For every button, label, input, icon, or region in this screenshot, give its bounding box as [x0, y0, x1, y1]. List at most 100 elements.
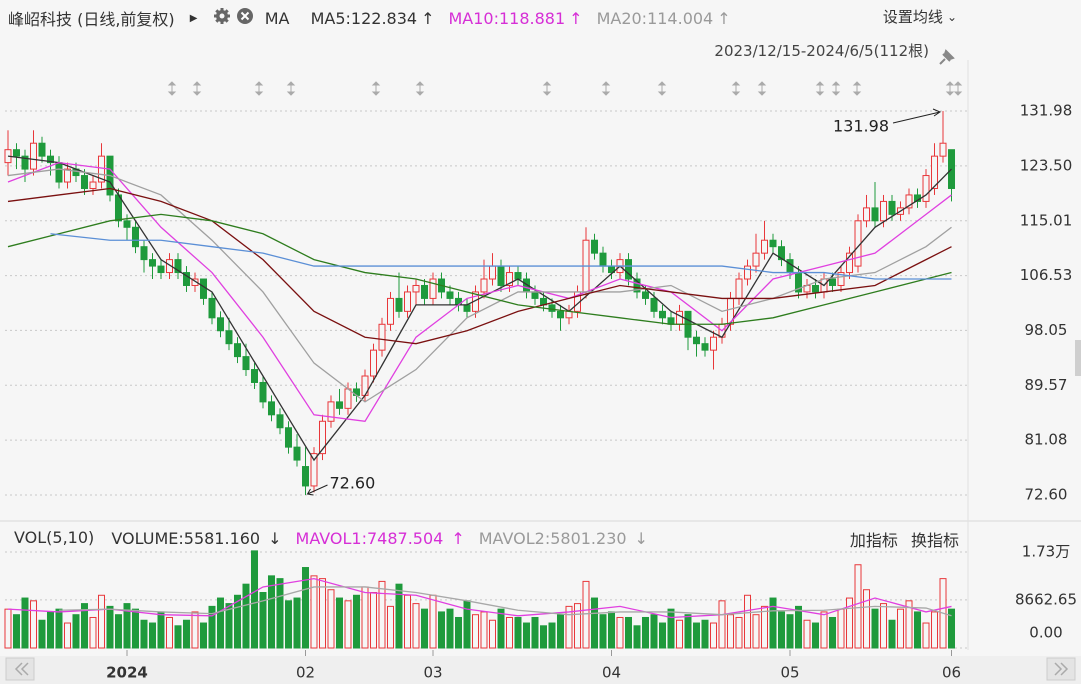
y-tick-label: 106.53 [1020, 266, 1073, 284]
candle-body [574, 291, 582, 312]
candle-body [659, 310, 667, 319]
date-range-label[interactable]: 2023/12/15-2024/6/5(112根) [714, 42, 929, 60]
ma-line [7, 577, 952, 619]
candle-body [395, 297, 403, 312]
volume-bar [846, 597, 854, 649]
event-marker [831, 81, 841, 96]
volume-bar [463, 600, 471, 649]
candle-body [63, 168, 71, 183]
candle-body [242, 356, 250, 371]
volume-arrow: ↓ [634, 528, 648, 548]
candle-body [650, 297, 658, 312]
volume-bar [888, 619, 896, 649]
candle-body [259, 381, 267, 403]
date-range[interactable]: 2023/12/15-2024/6/5(112根) [714, 40, 929, 61]
ma-line [7, 187, 952, 345]
volume-bar [854, 564, 862, 649]
switch-indicator[interactable]: 换指标 [910, 531, 959, 550]
y-tick-label: 0.00 [1029, 624, 1062, 642]
volume-bar [948, 608, 956, 649]
y-tick-label: 81.08 [1025, 431, 1068, 449]
candle-body [335, 401, 343, 409]
settings-label[interactable]: 设置均线 [882, 8, 943, 26]
event-marker [192, 81, 202, 96]
candle-body [897, 207, 905, 215]
expand-icon[interactable]: ▶ [189, 12, 198, 24]
ma-label: MA10:118.881 [448, 9, 566, 28]
volume-bar [72, 614, 80, 649]
volume-bar [582, 580, 590, 649]
volume-bar [123, 603, 131, 649]
volume-bar [63, 622, 71, 649]
gear-icon[interactable] [213, 7, 231, 29]
candle-body [744, 265, 752, 280]
volume-bar [931, 611, 939, 649]
volume-bar [514, 616, 522, 649]
ma-label: MA5:122.834 [310, 9, 418, 28]
settings-button[interactable]: 设置均线 ⌄ [882, 8, 957, 26]
event-marker [731, 81, 741, 96]
stock-title: 峰岹科技 (日线,前复权) [8, 10, 175, 29]
indicator-name: MA [264, 8, 290, 28]
ma-line [7, 213, 952, 325]
candle-body [608, 265, 616, 274]
candle-body [769, 239, 777, 248]
candle-body [284, 427, 292, 448]
x-tick-label: 03 [423, 664, 442, 682]
candle-body [616, 259, 624, 274]
candle-body [914, 194, 922, 202]
close-icon[interactable] [236, 7, 254, 29]
candle-body [301, 466, 309, 487]
volume-bar [335, 597, 343, 649]
candle-body [514, 272, 522, 280]
candle-body [250, 369, 258, 383]
candle-body [489, 265, 497, 280]
candle-body [778, 246, 786, 261]
volume-bar [812, 622, 820, 649]
candle-body [480, 278, 488, 293]
volume-title: VOL(5,10) [14, 528, 95, 547]
ma-line [50, 233, 952, 280]
scroll-right[interactable] [1046, 657, 1076, 681]
indicator-buttons: 加指标 换指标 [850, 527, 959, 551]
add-indicator[interactable]: 加指标 [849, 531, 898, 550]
volume-bar [667, 608, 675, 649]
candle-body [55, 162, 63, 183]
volume-bar [599, 614, 607, 649]
candle-body [386, 297, 394, 325]
volume-bar [225, 603, 233, 649]
candle-body [786, 259, 794, 274]
y-tick-label: 72.60 [1025, 485, 1068, 503]
candle-body [939, 142, 947, 157]
candle-body [931, 155, 939, 189]
volume-bar [642, 616, 650, 649]
annotation: 72.60 [329, 473, 375, 492]
ma-line [7, 155, 952, 462]
volume-bar [897, 608, 905, 649]
candle-body [97, 155, 105, 183]
ma-arrow: ↑ [421, 9, 435, 28]
candle-body [403, 291, 411, 312]
candle-body [148, 259, 156, 267]
annotation: 131.98 [833, 117, 889, 136]
side-handle[interactable] [1075, 340, 1081, 376]
volume-bar [829, 616, 837, 649]
volume-bar [880, 603, 888, 649]
scroll-left[interactable] [5, 657, 35, 681]
candle-body [905, 194, 913, 209]
pin-icon[interactable] [939, 49, 955, 65]
candle-body [446, 291, 454, 299]
volume-arrow: ↑ [451, 528, 465, 548]
volume-bar [914, 611, 922, 649]
volume-bar [454, 616, 462, 649]
candle-body [199, 278, 207, 299]
volume-bar [148, 622, 156, 649]
volume-bar [701, 619, 709, 649]
ma-line [7, 168, 952, 403]
candle-body [812, 284, 820, 293]
volume-bar [97, 594, 105, 649]
volume-bar [46, 611, 54, 649]
volume-bar [276, 578, 284, 649]
candle-body [140, 246, 148, 261]
volume-bar [412, 603, 420, 649]
